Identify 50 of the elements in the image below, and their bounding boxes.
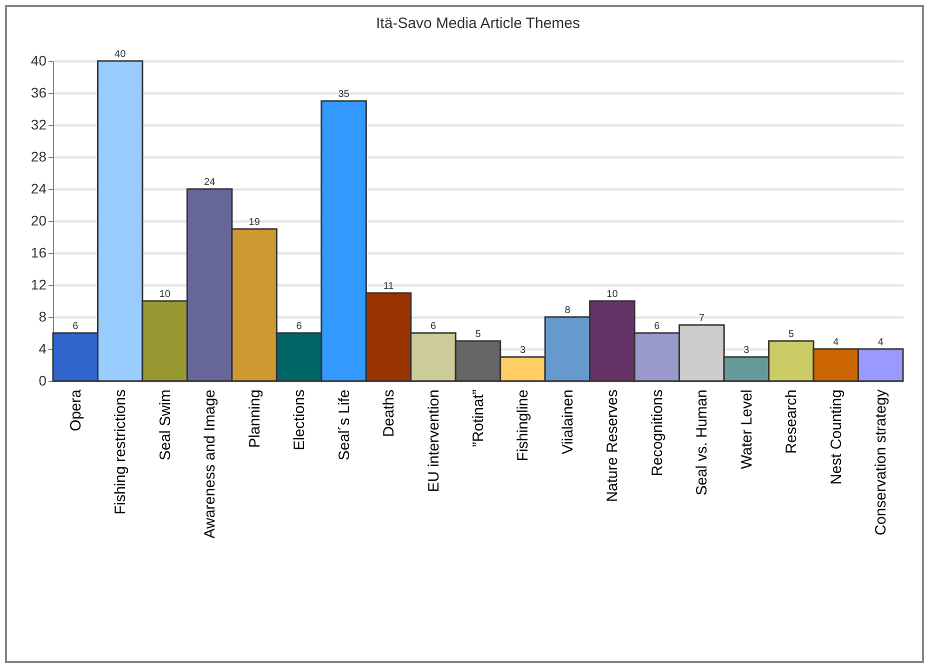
x-tick-label: Nest Counting [828,390,845,485]
data-label: 4 [878,337,884,348]
data-label: 5 [475,329,482,340]
data-label: 8 [564,305,571,316]
data-label: 11 [383,281,394,292]
x-tick-label: Nature Reserves [604,390,622,502]
x-tick-label: Seal Swim [156,390,174,460]
chart-title: Itä-Savo Media Article Themes [376,15,580,32]
data-label: 19 [248,217,260,228]
x-tick-label: Research [783,390,800,454]
y-tick-label: 16 [30,244,47,260]
x-tick-label: Conservation strategy [872,389,890,536]
data-label: 6 [296,321,302,332]
x-tick-label: EU intervention [425,390,442,492]
x-tick-label: Deaths [380,390,398,438]
y-tick-label: 20 [30,212,47,228]
data-label: 6 [430,321,436,332]
y-tick-label: 4 [38,340,47,356]
x-tick-label: Fishingline [514,390,532,462]
x-tick-label: Water Level [738,390,756,469]
data-label: 7 [698,313,705,324]
x-tick-label: Recognitions [648,390,666,476]
y-tick-label: 8 [38,308,47,324]
x-tick-label: ”Rotinat” [470,390,487,448]
x-tick-label: Fishing restrictions [112,390,130,515]
x-tick-label: Opera [67,388,84,432]
x-tick-label: Elections [291,390,308,450]
data-label: 10 [606,289,618,300]
y-tick-label: 40 [30,52,47,68]
x-tick-label: Seal vs. Human [694,390,711,496]
y-tick-label: 32 [30,116,47,132]
x-tick-label: Viialainen [559,390,576,454]
data-label: 6 [72,321,79,332]
data-label: 24 [204,177,216,188]
data-label: 5 [788,329,794,340]
data-label: 3 [520,345,526,356]
data-label: 4 [833,337,840,348]
y-tick-label: 28 [30,148,47,164]
x-tick-label: Seal´s Life [336,390,353,460]
y-tick-label: 24 [30,180,47,196]
data-label: 3 [744,345,750,356]
data-label: 35 [338,89,350,100]
x-tick-label: Awareness and Image [202,390,219,538]
x-tick-label: Planning [246,390,264,448]
y-tick-label: 12 [30,276,47,292]
y-tick-label: 36 [30,84,47,100]
data-label: 10 [159,289,171,300]
data-label: 6 [654,321,660,332]
data-label: 40 [114,49,126,60]
y-tick-label: 0 [38,372,47,388]
